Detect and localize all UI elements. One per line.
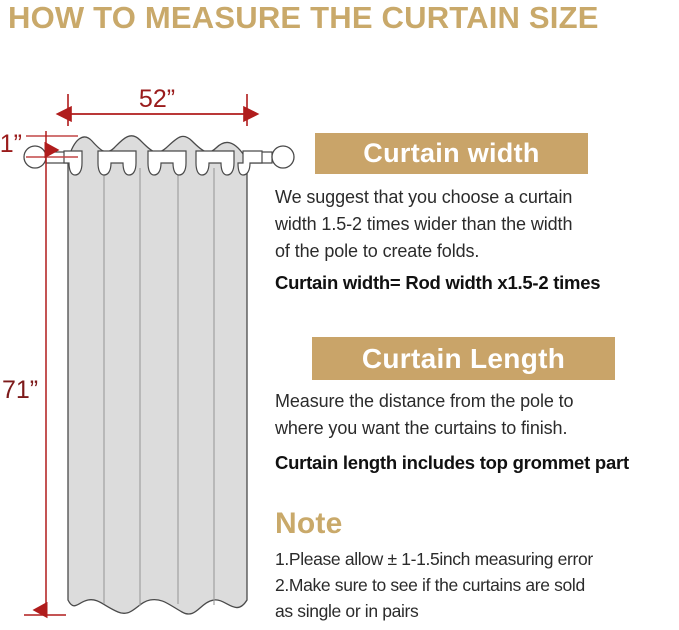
grommet-dimension-label: 1” [0, 130, 22, 158]
curtain-length-paragraph: Measure the distance from the pole to wh… [275, 391, 574, 438]
curtain-width-formula: Curtain width= Rod width x1.5-2 times [275, 272, 601, 293]
grommet-1 [63, 150, 83, 176]
width-dimension-label: 52” [139, 85, 175, 113]
grommet-3 [147, 150, 187, 176]
length-dimension-group: 71” [2, 141, 66, 619]
finial-ball-right [271, 145, 295, 169]
curtain-width-paragraph: We suggest that you choose a curtain wid… [275, 187, 573, 261]
curtain-length-banner: Curtain Length [312, 337, 615, 380]
curtain-fabric [67, 135, 248, 615]
curtain-width-banner: Curtain width [315, 133, 588, 174]
curtain-measurement-diagram: 52” [0, 0, 310, 630]
page-title: HOW TO MEASURE THE CURTAIN SIZE [8, 0, 599, 35]
note-list: 1.Please allow ± 1-1.5inch measuring err… [275, 549, 593, 621]
grommet-4 [195, 150, 235, 176]
grommet-2 [97, 150, 137, 176]
grommet-5 [237, 150, 263, 176]
instructions-column: Curtain width We suggest that you choose… [270, 0, 679, 630]
width-dimension-group: 52” [55, 85, 260, 126]
curtain-length-formula: Curtain length includes top grommet part [275, 452, 629, 473]
curtain-panel [67, 135, 248, 615]
length-dimension-label: 71” [2, 376, 38, 404]
note-heading: Note [275, 507, 343, 540]
